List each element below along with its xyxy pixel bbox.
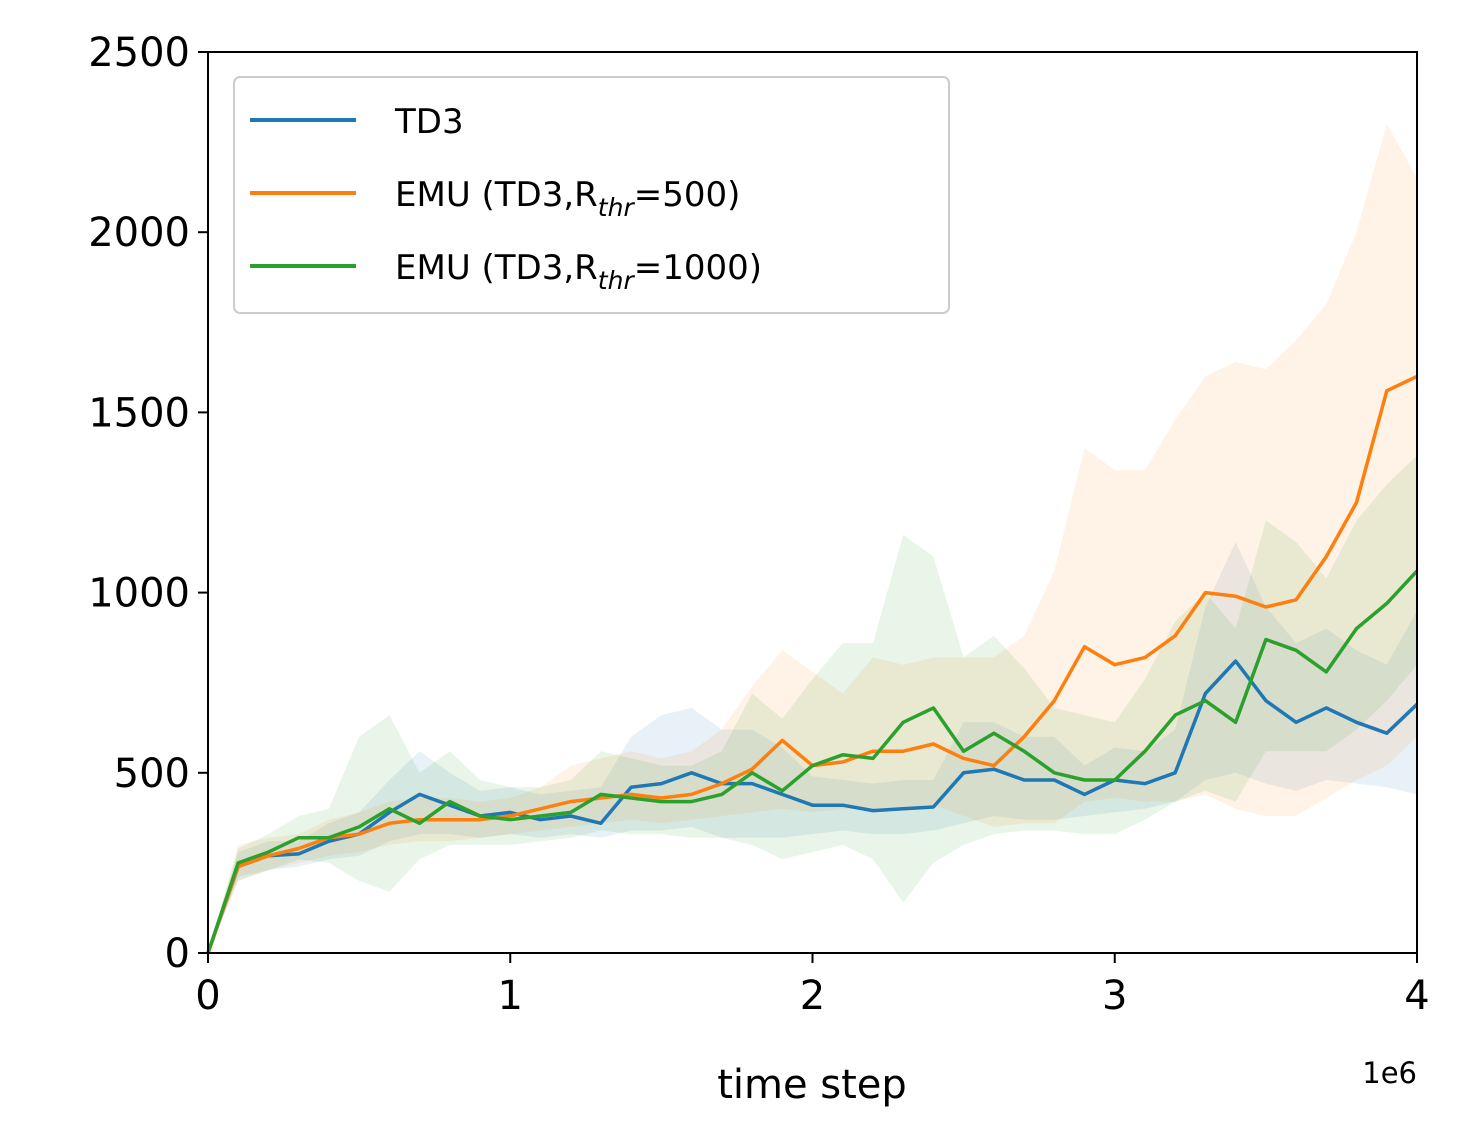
legend-label-td3: TD3 [394, 102, 464, 142]
y-tick-label: 1500 [88, 390, 190, 436]
x-tick-label: 3 [1102, 973, 1127, 1019]
y-tick-label: 2500 [88, 30, 190, 76]
y-tick-label: 0 [165, 931, 190, 977]
legend: TD3 EMU (TD3,Rthr=500) EMU (TD3,Rthr=100… [233, 76, 950, 314]
legend-label-emu-1000: EMU (TD3,Rthr=1000) [395, 248, 762, 295]
x-tick-label: 4 [1404, 973, 1429, 1019]
x-tick-label: 2 [800, 973, 825, 1019]
x-axis-offset-label: 1e6 [1362, 1056, 1417, 1090]
band-emu-500 [208, 124, 1417, 954]
series-line-emu-1000 [206, 569, 1419, 954]
x-tick-label: 1 [498, 973, 523, 1019]
y-tick-label: 1000 [88, 571, 190, 617]
y-tick-label: 2000 [88, 210, 190, 256]
x-tick-label: 0 [195, 973, 220, 1019]
y-tick-label: 500 [114, 751, 190, 797]
band-td3 [208, 542, 1417, 953]
legend-frame [233, 76, 950, 314]
series-lines [206, 374, 1419, 954]
y-axis-ticks: 0 500 1000 1500 2000 2500 [88, 30, 208, 977]
legend-label-emu-500: EMU (TD3,Rthr=500) [395, 175, 740, 222]
band-emu-1000 [208, 455, 1417, 953]
x-axis-title: time step [717, 1062, 907, 1108]
x-axis-ticks: 0 1 2 3 4 [195, 953, 1430, 1019]
confidence-bands [208, 124, 1417, 954]
series-line-td3 [206, 659, 1419, 954]
